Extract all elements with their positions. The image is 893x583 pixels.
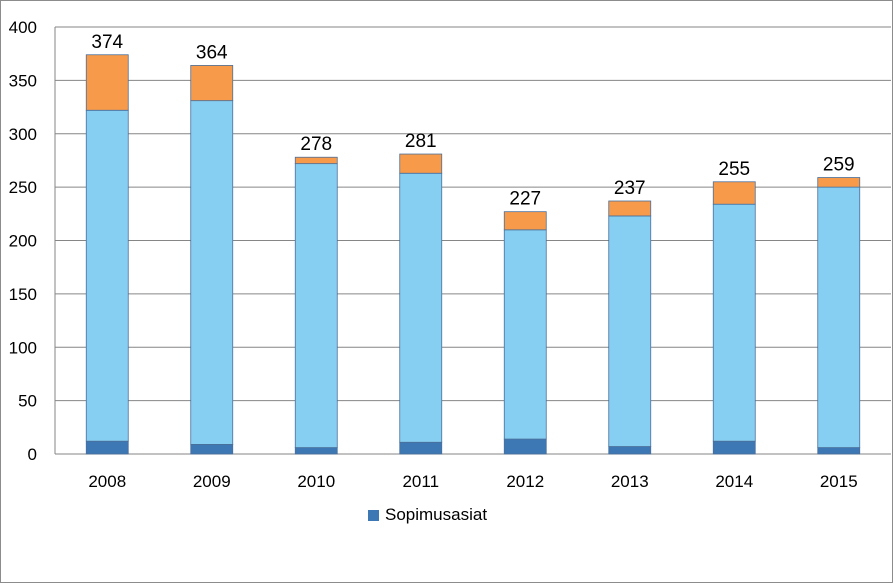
bar-2011-segment-1 (399, 441, 443, 455)
y-tick-label: 300 (9, 125, 37, 144)
x-tick-label-2008: 2008 (88, 472, 126, 491)
y-tick-label: 0 (28, 445, 37, 464)
bar-2011-segment-2 (399, 172, 443, 443)
bar-2014-segment-1 (712, 440, 756, 455)
total-label-2014: 255 (718, 159, 750, 180)
bar-2009-segment-2 (190, 100, 234, 445)
x-tick-label-2015: 2015 (820, 472, 858, 491)
bar-2014-segment-2 (712, 203, 756, 442)
bar-2013-segment-3 (608, 200, 652, 217)
y-tick-label: 400 (9, 18, 37, 37)
total-label-2008: 374 (91, 32, 123, 53)
x-tick-label-2011: 2011 (402, 472, 439, 491)
x-tick-label-2013: 2013 (611, 472, 649, 491)
total-label-2015: 259 (823, 155, 855, 176)
total-label-2011: 281 (405, 131, 437, 152)
y-tick-label: 50 (18, 392, 37, 411)
bar-2012-segment-2 (503, 229, 547, 440)
bar-2012-segment-3 (503, 211, 547, 231)
x-tick-label-2010: 2010 (297, 472, 335, 491)
total-label-2009: 364 (196, 42, 228, 63)
x-tick-label-2014: 2014 (715, 472, 753, 491)
y-tick-label: 100 (9, 338, 37, 357)
y-tick-label: 250 (9, 178, 37, 197)
y-tick-label: 200 (9, 232, 37, 251)
bar-2012-segment-1 (503, 438, 547, 455)
y-tick-label: 150 (9, 285, 37, 304)
bar-2015-segment-2 (817, 186, 861, 448)
legend: Sopimusasiat (368, 505, 487, 525)
x-tick-label-2009: 2009 (193, 472, 231, 491)
bar-2010-segment-2 (294, 163, 338, 448)
legend-swatch-sopimusasiat (368, 509, 379, 521)
total-label-2012: 227 (509, 189, 541, 210)
bar-2008-segment-2 (85, 109, 129, 442)
bar-2010-segment-3 (294, 156, 338, 165)
bar-2015-segment-1 (817, 447, 861, 455)
x-tick-label-2012: 2012 (506, 472, 544, 491)
bar-2008-segment-1 (85, 440, 129, 455)
bar-2013-segment-2 (608, 215, 652, 447)
bar-2009-segment-1 (190, 443, 234, 455)
total-label-2010: 278 (300, 134, 332, 155)
bar-2008-segment-3 (85, 54, 129, 111)
bar-2011-segment-3 (399, 153, 443, 174)
y-tick-label: 350 (9, 71, 37, 90)
total-label-2013: 237 (614, 178, 646, 199)
bar-2015-segment-3 (817, 177, 861, 188)
bar-2013-segment-1 (608, 446, 652, 455)
bar-2014-segment-3 (712, 181, 756, 205)
bar-2010-segment-1 (294, 447, 338, 455)
bar-2009-segment-3 (190, 65, 234, 102)
legend-label-sopimusasiat: Sopimusasiat (385, 505, 488, 524)
